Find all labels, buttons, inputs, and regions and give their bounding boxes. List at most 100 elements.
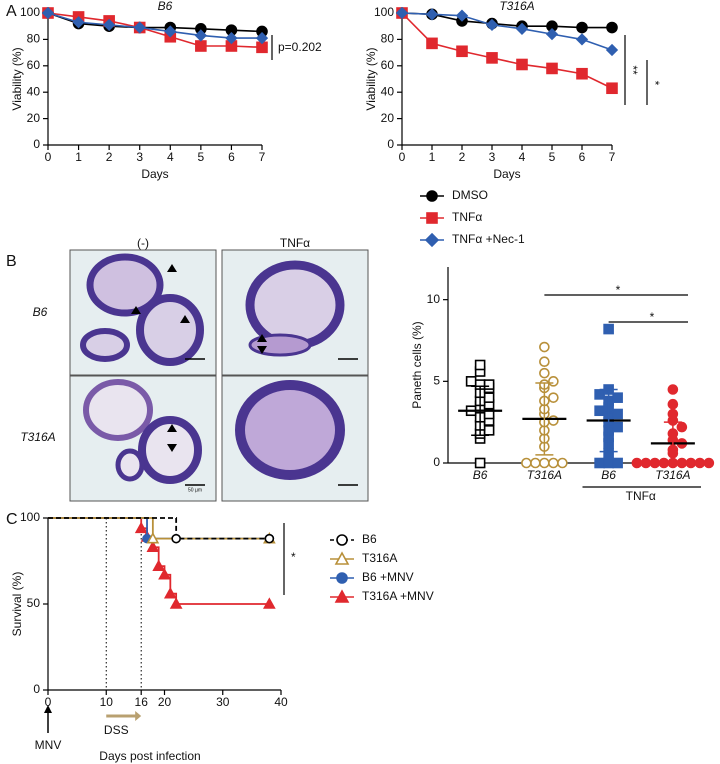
marker xyxy=(424,232,440,248)
legend-label: B6 +MNV xyxy=(362,570,414,584)
y-tick-label: 0 xyxy=(433,455,440,469)
marker xyxy=(483,392,495,403)
marker xyxy=(605,43,619,57)
y-tick-label: 40 xyxy=(381,84,395,98)
x-tick-label: 40 xyxy=(274,695,288,709)
annotation: DSS xyxy=(104,723,129,737)
marker xyxy=(516,58,528,71)
x-tick-label: 1 xyxy=(429,150,436,164)
marker xyxy=(426,37,438,50)
x-tick-label: 6 xyxy=(579,150,586,164)
y-tick-label: 60 xyxy=(381,58,395,72)
y-tick-label: 0 xyxy=(33,137,40,151)
marker xyxy=(606,82,618,95)
marker xyxy=(557,457,568,469)
y-axis-label: Survival (%) xyxy=(10,572,24,637)
x-tick-label: T316A xyxy=(527,468,562,482)
annotation: * xyxy=(650,310,655,324)
x-axis-label: Days xyxy=(141,167,168,181)
micrograph xyxy=(221,249,369,376)
marker xyxy=(667,398,679,410)
legend-label: B6 xyxy=(362,532,377,546)
x-tick-label: 3 xyxy=(136,150,143,164)
marker xyxy=(694,457,706,469)
y-tick-label: 60 xyxy=(27,58,41,72)
y-tick-label: 20 xyxy=(381,111,395,125)
marker xyxy=(546,62,558,75)
marker xyxy=(426,190,438,202)
marker xyxy=(158,568,171,580)
x-tick-label: 0 xyxy=(45,150,52,164)
y-axis-label: Paneth cells (%) xyxy=(410,321,424,408)
marker xyxy=(133,21,146,34)
marker xyxy=(539,341,550,353)
micrograph xyxy=(69,375,217,502)
marker xyxy=(594,389,605,400)
group-label: TNFα xyxy=(626,489,656,503)
x-tick-label: T316A xyxy=(655,468,690,482)
row-label: B6 xyxy=(33,305,48,319)
x-tick-label: B6 xyxy=(601,468,616,482)
annotation: * xyxy=(291,550,296,564)
x-tick-label: 30 xyxy=(216,695,230,709)
marker xyxy=(474,359,486,371)
legend-label: T316A +MNV xyxy=(362,589,434,603)
marker xyxy=(548,415,559,426)
error-bar xyxy=(535,382,554,456)
x-tick-label: 4 xyxy=(519,150,526,164)
x-axis-label: Days post infection xyxy=(99,749,200,763)
micrograph xyxy=(69,249,217,376)
marker xyxy=(255,31,269,45)
marker xyxy=(521,457,532,469)
marker xyxy=(485,18,499,32)
survival-curve xyxy=(48,517,270,540)
marker xyxy=(426,212,438,224)
marker xyxy=(195,40,207,52)
marker xyxy=(486,52,498,64)
x-tick-label: 10 xyxy=(100,695,114,709)
chart-title: B6 xyxy=(158,0,173,13)
marker xyxy=(164,25,177,38)
survival-curve xyxy=(48,517,270,540)
y-tick-label: 0 xyxy=(387,137,394,151)
panel-label: C xyxy=(6,511,18,528)
marker xyxy=(336,572,348,584)
marker xyxy=(548,376,559,387)
marker xyxy=(169,597,183,609)
x-tick-label: 1 xyxy=(75,150,82,164)
y-tick-label: 20 xyxy=(27,111,41,125)
y-tick-label: 5 xyxy=(433,374,440,388)
micrograph-grid: (-) TNFα B6 T316A xyxy=(20,236,369,502)
marker xyxy=(575,33,589,46)
x-tick-label: 5 xyxy=(198,150,205,164)
marker xyxy=(640,457,652,469)
marker xyxy=(455,9,469,22)
marker xyxy=(667,408,679,420)
y-tick-label: 40 xyxy=(27,84,41,98)
marker xyxy=(612,392,623,403)
x-tick-label: 7 xyxy=(609,150,616,164)
scale-bar-label: 50 µm xyxy=(188,487,202,493)
annotation: ** xyxy=(626,65,640,75)
y-tick-label: 10 xyxy=(427,292,441,306)
marker xyxy=(530,457,541,469)
marker xyxy=(515,22,529,35)
marker xyxy=(576,67,588,80)
marker xyxy=(72,16,85,29)
marker xyxy=(676,421,688,433)
column-label: TNFα xyxy=(280,236,310,250)
marker xyxy=(103,18,116,32)
annotation: * xyxy=(648,81,662,86)
marker xyxy=(225,31,238,45)
y-tick-label: 100 xyxy=(20,510,40,524)
legend-label: T316A xyxy=(362,551,397,565)
marker xyxy=(456,45,468,58)
marker xyxy=(631,457,643,469)
marker xyxy=(612,408,623,420)
error-bar xyxy=(663,421,682,466)
marker xyxy=(545,27,559,41)
legend-label: TNFα xyxy=(452,210,482,224)
y-tick-label: 50 xyxy=(27,596,41,610)
x-tick-label: 4 xyxy=(167,150,174,164)
